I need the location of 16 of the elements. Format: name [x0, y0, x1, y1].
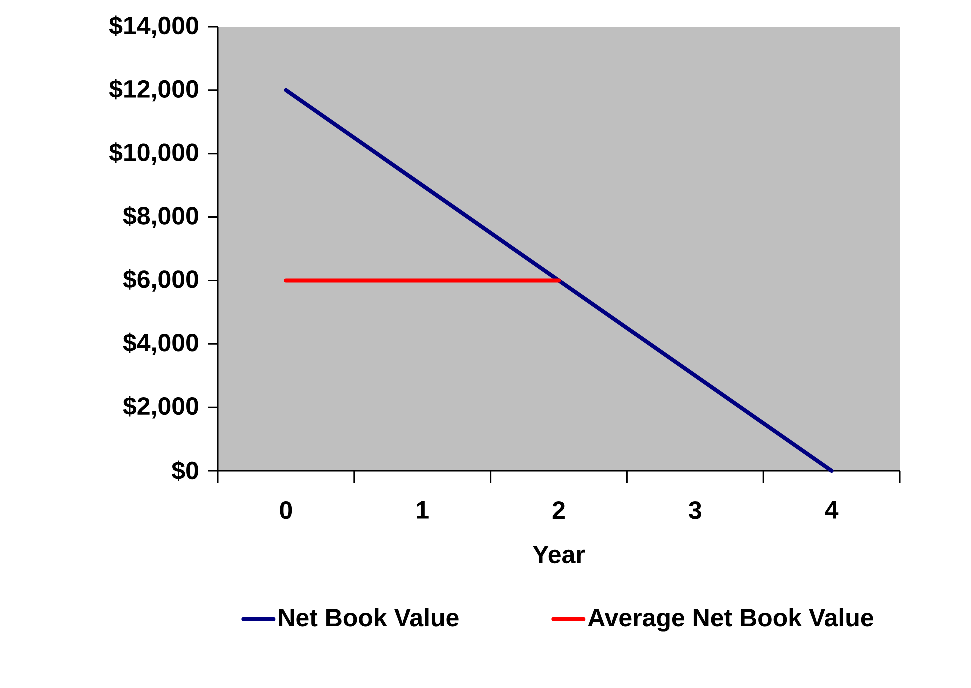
x-tick-label: 1	[417, 502, 429, 519]
y-tick-label: $12,000	[109, 79, 198, 102]
y-tick-label: $14,000	[109, 16, 198, 38]
y-tick-label: $4,000	[123, 332, 198, 356]
legend-label: Net Book Value	[279, 608, 459, 627]
y-tick-label: $8,000	[123, 206, 198, 228]
y-tick-label: $10,000	[109, 142, 198, 166]
y-tick-label: $0	[172, 460, 198, 482]
x-tick-label: 3	[689, 502, 702, 520]
x-tick-label: 4	[825, 502, 839, 519]
y-tick-label: $2,000	[123, 396, 198, 419]
x-tick-label: 0	[280, 502, 292, 520]
legend-label: Average Net Book Value	[588, 608, 874, 632]
y-tick-label: $6,000	[123, 269, 198, 292]
x-tick-label: 2	[552, 502, 565, 519]
x-axis-title: Year	[533, 546, 586, 564]
